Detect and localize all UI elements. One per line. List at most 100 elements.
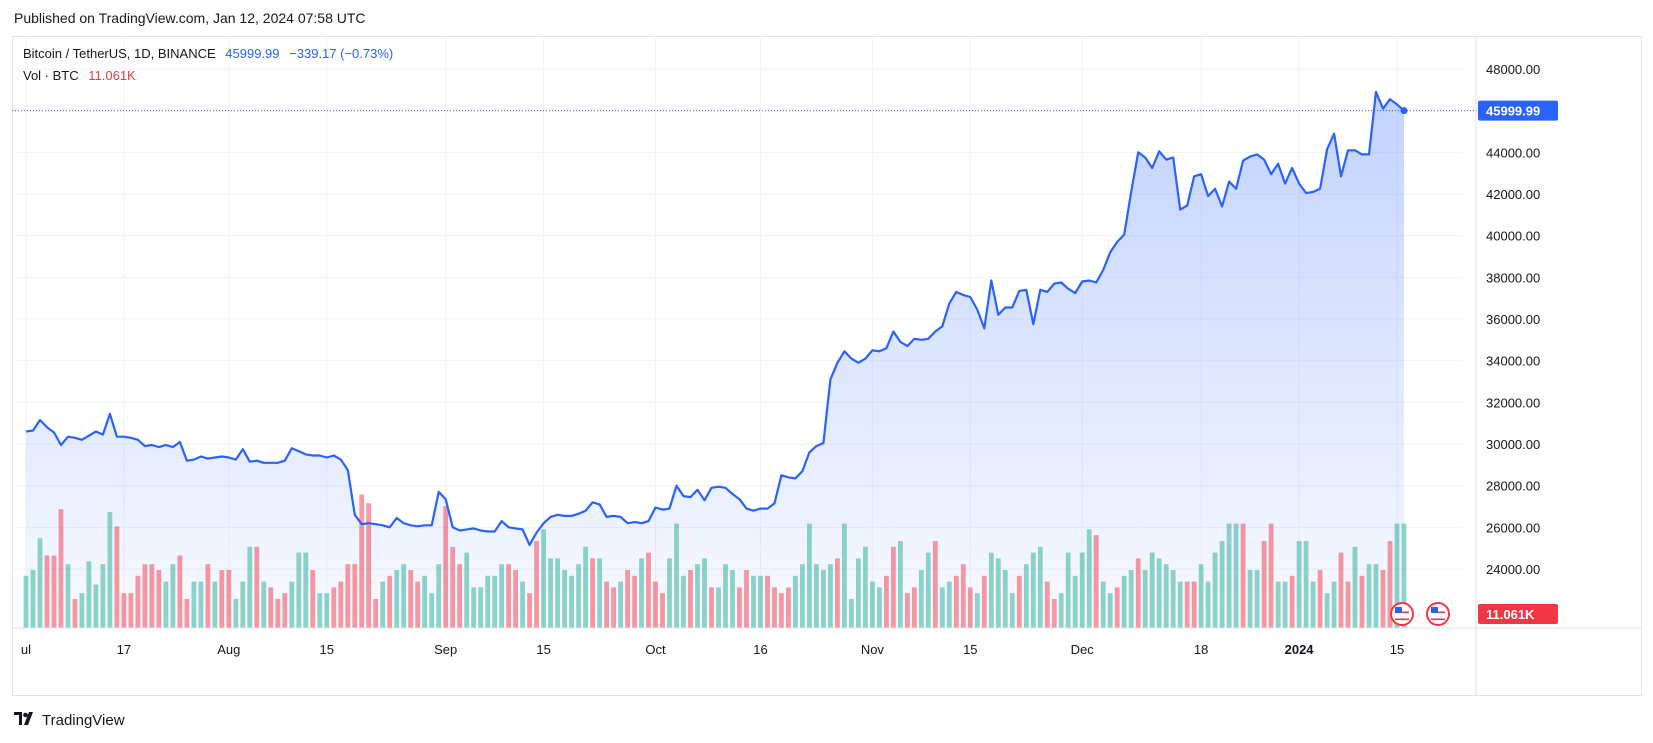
volume-bar[interactable]: [891, 546, 896, 628]
volume-bar[interactable]: [1254, 570, 1260, 628]
volume-bar[interactable]: [114, 526, 120, 629]
volume-bar[interactable]: [1114, 587, 1120, 628]
volume-bar[interactable]: [912, 587, 917, 628]
volume-bar[interactable]: [1121, 575, 1127, 628]
volume-bar[interactable]: [191, 581, 197, 628]
volume-bar[interactable]: [597, 558, 602, 628]
volume-bar[interactable]: [1072, 575, 1078, 628]
volume-bar[interactable]: [611, 587, 616, 628]
volume-bar[interactable]: [981, 575, 987, 628]
volume-bar[interactable]: [205, 564, 211, 628]
volume-bar[interactable]: [1261, 541, 1267, 628]
volume-bar[interactable]: [247, 546, 253, 628]
volume-bar[interactable]: [932, 541, 938, 628]
volume-bar[interactable]: [1100, 581, 1106, 628]
volume-bar[interactable]: [863, 546, 868, 628]
volume-bar[interactable]: [604, 581, 609, 628]
volume-bar[interactable]: [492, 575, 498, 628]
volume-bar[interactable]: [352, 564, 358, 628]
volume-bar[interactable]: [548, 558, 553, 628]
volume-bar[interactable]: [1086, 529, 1092, 628]
volume-bar[interactable]: [93, 584, 99, 629]
volume-bar[interactable]: [37, 538, 43, 628]
volume-bar[interactable]: [667, 558, 672, 628]
volume-bar[interactable]: [1401, 523, 1407, 628]
volume-bar[interactable]: [387, 575, 393, 628]
volume-bar[interactable]: [828, 564, 833, 628]
volume-bar[interactable]: [121, 593, 127, 628]
footer-brand[interactable]: TradingView: [14, 712, 125, 729]
volume-bar[interactable]: [1184, 581, 1190, 628]
volume-bar[interactable]: [79, 593, 85, 628]
volume-bar[interactable]: [506, 564, 511, 628]
volume-bar[interactable]: [1135, 558, 1141, 628]
volume-bar[interactable]: [415, 581, 421, 628]
volume-bar[interactable]: [128, 593, 134, 628]
volume-bar[interactable]: [380, 581, 386, 628]
volume-bar[interactable]: [541, 529, 546, 628]
volume-bar[interactable]: [499, 564, 504, 628]
volume-bar[interactable]: [1366, 564, 1372, 628]
volume-bar[interactable]: [988, 552, 994, 628]
volume-bar[interactable]: [1142, 570, 1148, 628]
volume-bar[interactable]: [408, 570, 414, 628]
volume-bar[interactable]: [1163, 564, 1169, 628]
volume-bar[interactable]: [135, 575, 141, 628]
volume-bar[interactable]: [849, 599, 854, 628]
price-line[interactable]: [25, 90, 1405, 547]
volume-bar[interactable]: [1058, 593, 1064, 628]
volume-bar[interactable]: [555, 558, 560, 628]
volume-bar[interactable]: [688, 570, 693, 628]
volume-bar[interactable]: [814, 564, 819, 628]
volume-bar[interactable]: [618, 581, 623, 628]
volume-bar[interactable]: [730, 570, 735, 628]
volume-bar[interactable]: [807, 523, 812, 628]
volume-bar[interactable]: [1394, 523, 1400, 628]
volume-bar[interactable]: [835, 558, 840, 628]
volume-bar[interactable]: [513, 570, 518, 628]
volume-bar[interactable]: [72, 599, 78, 628]
volume-bar[interactable]: [1023, 564, 1029, 628]
volume-bar[interactable]: [184, 599, 190, 628]
volume-bar[interactable]: [478, 587, 484, 628]
volume-bar[interactable]: [1030, 552, 1036, 628]
us-event-flag-icon[interactable]: [1390, 602, 1414, 626]
volume-bar[interactable]: [429, 593, 435, 628]
volume-bar[interactable]: [646, 552, 651, 628]
volume-bar[interactable]: [1156, 558, 1162, 628]
volume-bar[interactable]: [1282, 581, 1288, 628]
volume-bar[interactable]: [289, 581, 295, 628]
volume-bar[interactable]: [219, 570, 225, 628]
volume-bar[interactable]: [583, 546, 588, 628]
volume-bar[interactable]: [870, 581, 875, 628]
volume-bar[interactable]: [177, 555, 183, 629]
volume-bar[interactable]: [967, 587, 973, 628]
volume-bar[interactable]: [1303, 541, 1309, 628]
volume-bar[interactable]: [471, 587, 477, 628]
volume-bar[interactable]: [716, 587, 721, 628]
volume-bar[interactable]: [485, 575, 491, 628]
last-price-dot[interactable]: [1400, 107, 1408, 115]
volume-bar[interactable]: [953, 575, 959, 628]
volume-bar[interactable]: [450, 546, 456, 628]
volume-bar[interactable]: [520, 581, 525, 628]
volume-bar[interactable]: [800, 564, 805, 628]
volume-bar[interactable]: [373, 599, 379, 628]
volume-bar[interactable]: [1296, 541, 1302, 628]
volume-bar[interactable]: [898, 541, 903, 628]
volume-bar[interactable]: [338, 581, 344, 628]
volume-bar[interactable]: [366, 503, 372, 628]
volume-bar[interactable]: [918, 570, 924, 628]
volume-bar[interactable]: [233, 599, 239, 628]
volume-bar[interactable]: [198, 581, 204, 628]
volume-bar[interactable]: [1240, 523, 1246, 628]
volume-bar[interactable]: [44, 555, 50, 629]
volume-bar[interactable]: [702, 558, 707, 628]
volume-bar[interactable]: [394, 570, 400, 628]
volume-bar[interactable]: [569, 575, 574, 628]
volume-bar[interactable]: [51, 555, 57, 629]
volume-bar[interactable]: [1345, 581, 1351, 628]
volume-bar[interactable]: [946, 581, 952, 628]
volume-bar[interactable]: [1128, 570, 1134, 628]
volume-bar[interactable]: [1051, 599, 1057, 628]
